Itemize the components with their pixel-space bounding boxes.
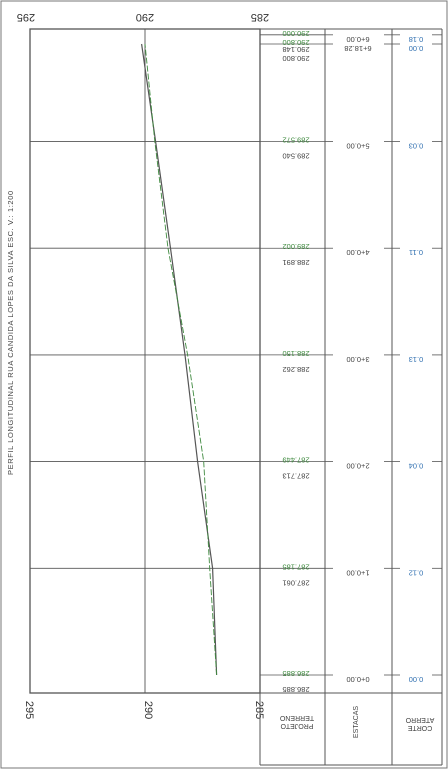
profile-series: [141, 43, 218, 676]
axis-label-295-bottom: 295: [23, 701, 35, 719]
corte-value: 0.18: [409, 35, 424, 44]
terreno-value: 289.540: [282, 152, 309, 161]
axis-label-290-bottom: 290: [142, 701, 154, 719]
project-line: [144, 43, 218, 676]
projeto-value: 289.572: [282, 136, 309, 145]
projeto-value: 286.885: [282, 669, 309, 678]
projeto-value: 290.800: [282, 38, 309, 47]
projeto-value: 288.150: [282, 349, 309, 358]
projeto-value: 290.000: [282, 29, 309, 38]
axis-label-285-top: 285: [251, 11, 269, 23]
terreno-value: 290.800: [282, 54, 309, 63]
estaca-value: 6+0.00: [346, 35, 369, 44]
terrain-line: [141, 43, 218, 676]
projeto-value: 287.449: [282, 456, 309, 465]
axis-labels-top: 295 290 285: [17, 11, 269, 23]
header-aterro: ATERRO: [405, 716, 434, 723]
estaca-value: 0+0.00: [346, 675, 369, 684]
corte-value: 0.13: [409, 355, 424, 364]
corte-value: 0.03: [409, 142, 424, 151]
station-values: 286.885 286.885 0+0.00 0.00 287.061 287.185 1+…: [260, 29, 442, 694]
estaca-value: 5+0.00: [346, 142, 369, 151]
corte-value: 0.00: [409, 44, 424, 53]
axis-labels-bottom: 295 290 285: [23, 701, 265, 719]
estaca-value: 3+0.00: [346, 355, 369, 364]
drawing-title: PERFIL LONGITUDINAL RUA CANDIDA LOPES DA…: [6, 190, 15, 475]
terreno-value: 286.885: [282, 685, 309, 694]
data-table: TERRENO PROJETO ESTACAS CORTE ATERRO 286…: [259, 28, 443, 766]
corte-value: 0.00: [409, 675, 424, 684]
header-projeto: PROJETO: [280, 722, 313, 729]
terreno-value: 287.061: [282, 578, 309, 587]
projeto-value: 289.002: [282, 242, 309, 251]
header-terreno: TERRENO: [279, 714, 314, 721]
projeto-value: 287.185: [282, 562, 309, 571]
terreno-value: 288.891: [282, 258, 309, 267]
axis-label-290-top: 290: [136, 11, 154, 23]
header-corte: CORTE: [407, 724, 432, 731]
corte-value: 0.12: [409, 568, 424, 577]
terreno-value: 287.713: [282, 472, 309, 481]
header-estacas: ESTACAS: [353, 706, 360, 738]
terreno-value: 288.262: [282, 365, 309, 374]
corte-value: 0.11: [409, 248, 423, 257]
terreno-value: 290.148: [282, 45, 309, 54]
estaca-value: 4+0.00: [346, 248, 369, 257]
estaca-value: 1+0.00: [346, 568, 369, 577]
corte-value: 0.04: [409, 462, 424, 471]
estaca-value: 2+0.00: [346, 462, 369, 471]
axis-label-295-top: 295: [17, 11, 35, 23]
axis-label-285-bottom: 285: [253, 701, 265, 719]
estaca-value: 6+18.28: [344, 44, 371, 53]
